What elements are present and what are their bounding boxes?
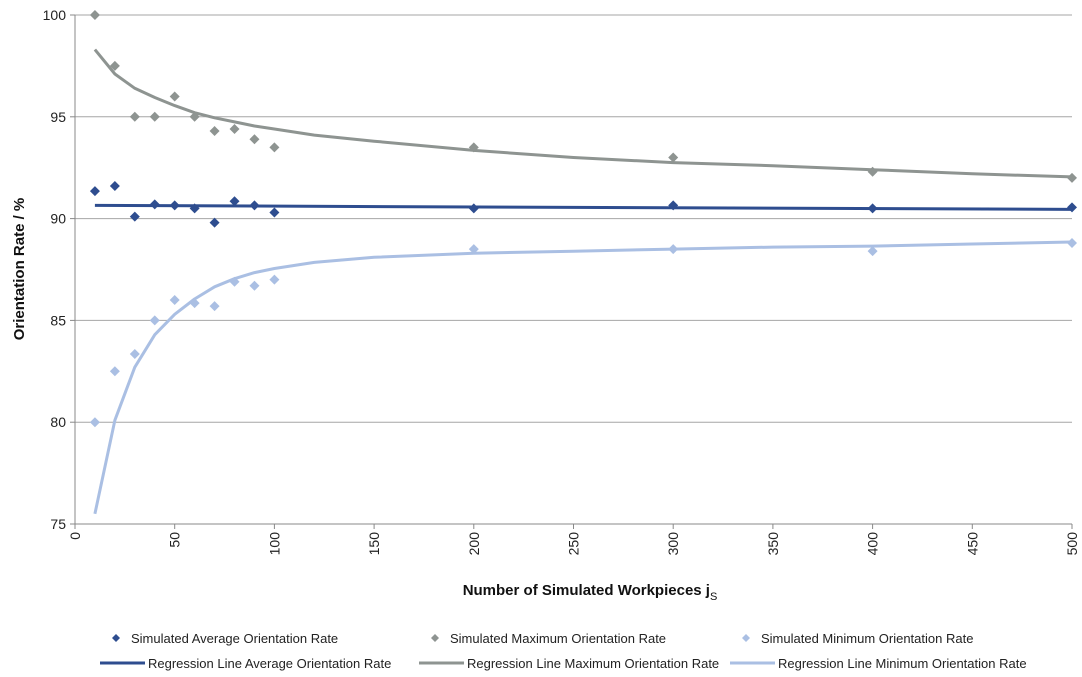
y-tick-label: 90 — [50, 211, 66, 227]
x-axis-title-main: Number of Simulated Workpieces j — [463, 582, 710, 599]
x-tick-label: 200 — [466, 532, 482, 556]
data-point — [249, 280, 260, 291]
data-point — [867, 166, 878, 177]
legend: Simulated Average Orientation Rate Simula… — [100, 631, 1027, 671]
data-point — [269, 142, 280, 153]
data-point — [189, 298, 200, 309]
regression-line-5 — [93, 240, 1073, 515]
data-point — [867, 246, 878, 257]
data-point — [468, 142, 479, 153]
data-point — [89, 10, 100, 20]
data-markers — [89, 10, 1077, 428]
data-point — [169, 200, 180, 211]
data-point — [1067, 238, 1077, 249]
data-point — [89, 186, 100, 197]
legend-label: Regression Line Maximum Orientation Rate — [467, 656, 719, 671]
data-point — [149, 111, 160, 122]
y-tick-label: 95 — [50, 109, 66, 125]
legend-label: Simulated Maximum Orientation Rate — [450, 631, 666, 646]
data-point — [1067, 172, 1077, 183]
data-point — [129, 211, 140, 222]
data-point — [209, 217, 220, 228]
data-point — [129, 111, 140, 122]
x-tick-label: 400 — [865, 532, 881, 556]
data-point — [149, 199, 160, 210]
x-tick-label: 100 — [266, 532, 282, 556]
regression-line-3 — [94, 203, 1073, 211]
legend-label: Regression Line Minimum Orientation Rate — [778, 656, 1027, 671]
grid-lines — [75, 14, 1072, 423]
data-point — [1067, 202, 1077, 213]
data-point — [668, 200, 679, 211]
data-point — [129, 348, 140, 359]
y-tick-label: 75 — [50, 516, 66, 532]
x-tick-label: 500 — [1064, 532, 1080, 556]
x-tick-label: 450 — [964, 532, 980, 556]
data-point — [109, 366, 120, 377]
data-point — [169, 91, 180, 102]
data-point — [668, 244, 679, 255]
regression-line-4 — [93, 48, 1073, 179]
x-tick-label: 0 — [67, 532, 83, 540]
data-point — [209, 126, 220, 137]
data-point — [229, 276, 240, 287]
legend-label: Simulated Minimum Orientation Rate — [761, 631, 973, 646]
data-point — [468, 203, 479, 214]
data-point — [189, 203, 200, 214]
data-point — [668, 152, 679, 163]
y-tick-label: 80 — [50, 414, 66, 430]
x-tick-label: 350 — [765, 532, 781, 556]
axes — [74, 15, 1072, 525]
data-point — [169, 295, 180, 306]
legend-marker-swatch — [742, 634, 750, 642]
legend-marker-swatch — [112, 634, 120, 642]
legend-label: Simulated Average Orientation Rate — [131, 631, 338, 646]
regression-lines — [93, 48, 1073, 515]
data-point — [249, 134, 260, 145]
y-tick-label: 85 — [50, 312, 66, 328]
data-point — [149, 315, 160, 326]
data-point — [229, 196, 240, 207]
legend-label: Regression Line Average Orientation Rate — [148, 656, 391, 671]
y-axis-title: Orientation Rate / % — [11, 198, 28, 341]
data-point — [249, 200, 260, 211]
data-point — [468, 244, 479, 255]
data-point — [269, 207, 280, 218]
x-axis-title-subscript: S — [710, 591, 717, 603]
data-point — [269, 274, 280, 285]
data-point — [109, 181, 120, 192]
data-point — [89, 417, 100, 428]
x-tick-label: 250 — [566, 532, 582, 556]
data-point — [209, 301, 220, 312]
legend-marker-swatch — [431, 634, 439, 642]
data-point — [229, 124, 240, 135]
x-tick-label: 150 — [366, 532, 382, 556]
y-axis-ticks: 75 80 85 90 95 100 — [43, 7, 75, 532]
data-point — [109, 60, 120, 71]
data-point — [189, 111, 200, 122]
x-tick-label: 50 — [167, 532, 183, 548]
y-tick-label: 100 — [43, 7, 67, 23]
x-axis-title: Number of Simulated Workpieces jS — [463, 582, 718, 603]
data-point — [867, 203, 878, 214]
x-axis-ticks: 0 50 100 150 200 250 300 350 400 450 500 — [67, 524, 1080, 555]
x-tick-label: 300 — [665, 532, 681, 556]
